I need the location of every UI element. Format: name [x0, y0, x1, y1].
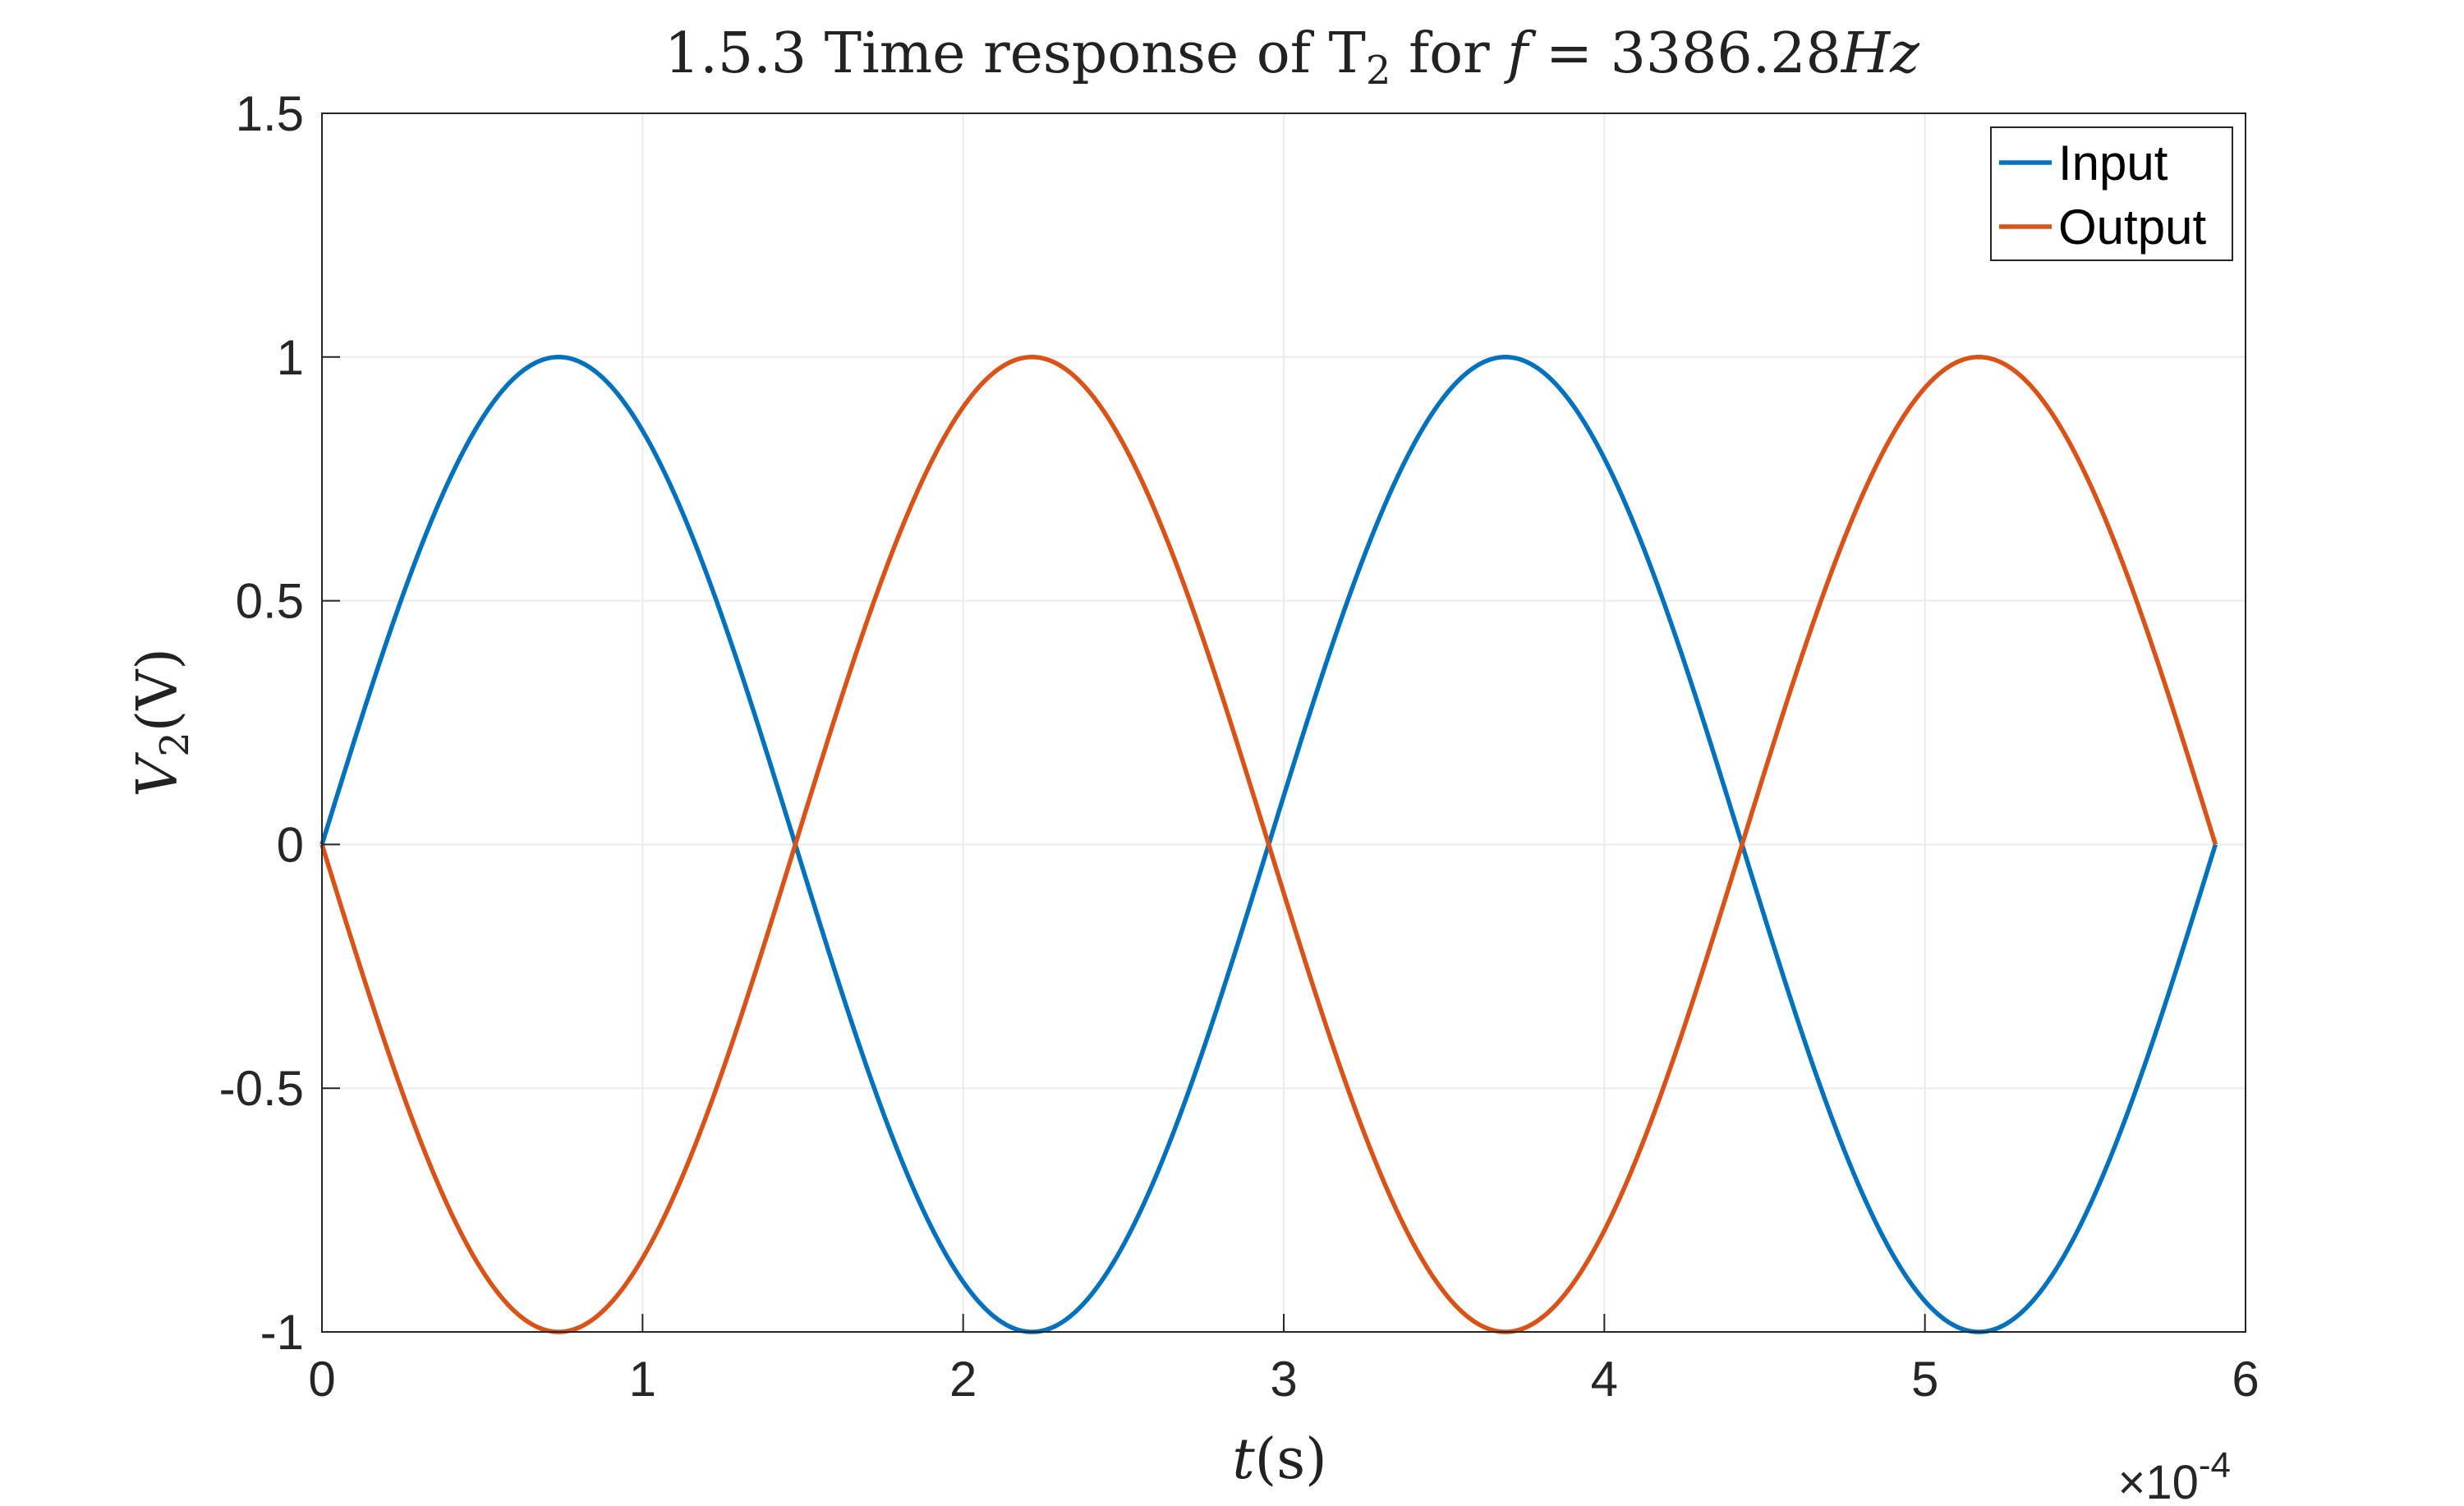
legend-label-output: Output: [2058, 200, 2206, 255]
legend: Input Output: [1990, 126, 2233, 261]
x-tick-label: 5: [1911, 1352, 1938, 1407]
x-tick-label: 0: [308, 1352, 335, 1407]
labels: 1.5.3 Time response of T2 for f = 3386.2…: [126, 21, 2231, 1506]
x-axis-exponent: ×10-4: [2117, 1445, 2231, 1502]
y-tick-label: 1: [277, 330, 304, 385]
series-layer: [319, 355, 2218, 1334]
y-tick-label: 0.5: [236, 574, 304, 629]
x-tick-label: 3: [1270, 1352, 1297, 1407]
x-tick-label: 2: [949, 1352, 977, 1407]
x-tick-label: 6: [2232, 1352, 2259, 1407]
y-tick-label: -1: [260, 1305, 304, 1360]
y-tick-label: 1.5: [236, 86, 304, 141]
legend-label-input: Input: [2058, 135, 2168, 191]
x-tick-label: 1: [629, 1352, 656, 1407]
x-tick-label: 4: [1591, 1352, 1618, 1407]
chart-title: 1.5.3 Time response of T2 for f = 3386.2…: [664, 21, 1920, 94]
axes: 0 1 2 3 4 5 6 -1 -0.5 0 0.5 1 1.5: [219, 86, 2259, 1407]
grid: [321, 112, 2246, 1333]
x-axis-label: t(s): [1232, 1427, 1326, 1492]
legend-box: [1990, 126, 2233, 261]
y-tick-label: -0.5: [219, 1061, 304, 1116]
y-axis-label: V2(V): [126, 648, 198, 797]
y-tick-label: 0: [277, 817, 304, 872]
series-line-output: [319, 355, 2218, 1334]
